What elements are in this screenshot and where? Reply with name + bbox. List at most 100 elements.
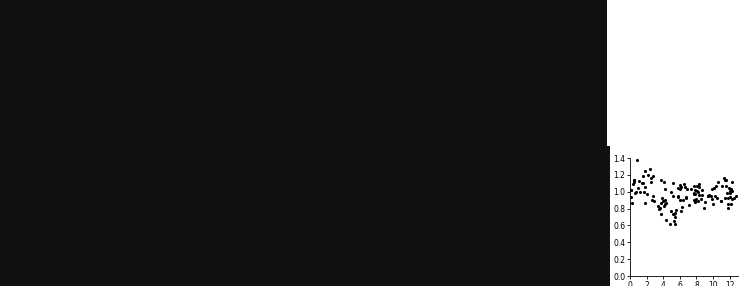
Point [672,186,684,191]
Point [690,189,702,194]
Point [716,184,728,189]
Point [708,186,720,190]
Point [720,183,732,188]
Text: C: C [589,136,597,146]
Point [680,196,692,201]
Point [660,218,672,223]
Point [667,212,679,217]
Point [703,192,715,197]
Point [646,179,657,184]
Point [691,184,703,188]
Point [669,211,681,215]
Point [652,204,663,209]
Point [689,200,701,205]
Point [664,221,676,226]
Point [720,178,732,182]
Point [631,157,643,162]
Point [726,188,738,193]
Point [695,196,707,201]
Point [690,197,702,202]
Point [632,185,644,190]
Point [667,194,679,199]
Point [705,194,717,198]
Point [680,194,692,199]
Point [639,185,651,189]
Point [728,195,740,200]
Point [706,197,718,201]
Point [637,180,649,185]
Point [710,183,722,188]
Point [723,196,735,200]
Point [645,175,657,180]
Point [702,194,714,198]
Point [654,201,666,206]
Point [628,180,640,184]
Point [690,198,702,203]
Point [726,180,738,184]
Point [678,181,690,186]
Point [693,192,705,197]
Point [649,199,660,203]
Point [674,187,686,192]
Point [626,200,638,205]
Point [677,198,689,203]
Point [657,204,669,208]
Y-axis label: Localizations (norm.): Localizations (norm.) [601,170,610,265]
Point [725,189,737,193]
Point [721,191,733,196]
Point [655,212,667,217]
Point [628,178,640,182]
Point [722,206,734,210]
Point [679,184,691,189]
Point [657,199,669,203]
Point [647,194,659,199]
Point [646,198,658,203]
Point [639,169,651,173]
Point [630,190,642,194]
Point [660,187,672,192]
Point [712,180,724,184]
Point [659,202,671,207]
Point [692,190,704,194]
Point [722,201,734,206]
Point [625,187,637,192]
Point [730,194,742,198]
Point [699,199,711,204]
Point [715,198,727,203]
Point [628,191,640,195]
Point [683,203,695,208]
Point [627,182,639,186]
Point [625,195,637,200]
Point [637,180,649,185]
Point [725,202,737,206]
Point [689,188,701,192]
Point [668,212,680,217]
Point [709,194,721,199]
Point [628,178,640,182]
Point [654,206,666,211]
Point [702,193,714,198]
Point [725,186,737,191]
Point [665,190,677,195]
Point [655,178,667,182]
Point [634,190,646,194]
Point [638,190,650,194]
Point [641,192,653,196]
Point [647,174,659,178]
Point [642,173,654,177]
Point [718,176,730,180]
Point [625,188,637,192]
Point [673,198,685,202]
Point [689,192,701,197]
Point [719,195,731,200]
Point [672,195,684,200]
Point [669,221,681,226]
Point [672,194,684,198]
Point [696,192,708,197]
Point [669,214,681,219]
Point [667,181,679,185]
Point [696,187,708,192]
Point [655,195,667,200]
Point [711,196,723,200]
Point [674,183,686,187]
